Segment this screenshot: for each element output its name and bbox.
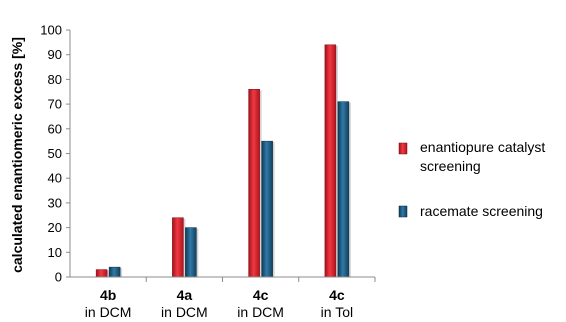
bar-series-1-cat-1: [95, 269, 108, 278]
bar-series-1-cat-2: [172, 217, 184, 278]
legend-label-series-2: racemate screening: [420, 203, 543, 219]
y-tick-label: 20: [48, 220, 62, 235]
bar-series-2-cat-3: [261, 140, 273, 278]
y-tick-label: 0: [55, 270, 62, 285]
y-tick-label: 40: [48, 171, 62, 186]
x-category-label: 4c: [253, 287, 269, 303]
y-tick-label: 10: [48, 245, 62, 260]
legend-swatch-series-1: [398, 142, 408, 155]
bar-series-2-cat-2: [185, 227, 197, 278]
x-category-sublabel: in Tol: [321, 304, 353, 320]
y-tick-label: 100: [40, 23, 62, 38]
y-tick-label: 70: [48, 97, 62, 112]
y-tick-label: 80: [48, 72, 62, 87]
legend: enantiopure catalyst screening racemate …: [398, 139, 545, 219]
y-tick-label: 60: [48, 121, 62, 136]
bar-series-1-cat-4: [324, 44, 337, 278]
x-category-sublabel: in DCM: [85, 304, 132, 320]
legend-label-series-1-cont: screening: [420, 158, 481, 174]
y-tick-label: 50: [48, 146, 62, 161]
bars-group: [95, 44, 351, 278]
x-category-label: 4c: [329, 287, 345, 303]
x-category-label: 4b: [100, 287, 116, 303]
legend-label-series-1: enantiopure catalyst: [420, 139, 545, 155]
x-category-sublabel: in DCM: [161, 304, 208, 320]
bar-series-2-cat-1: [108, 266, 121, 278]
x-category-label: 4a: [177, 287, 193, 303]
y-axis-label: calculated enantiomeric excess [%]: [9, 37, 25, 273]
x-category-sublabel: in DCM: [237, 304, 284, 320]
legend-swatch-series-2: [398, 205, 408, 218]
bar-series-1-cat-3: [248, 89, 260, 278]
y-tick-label: 90: [48, 47, 62, 62]
y-tick-label: 30: [48, 195, 62, 210]
bar-series-2-cat-4: [337, 101, 350, 278]
y-axis: 0 10 20 30 40 50 60 70 80 90 100: [40, 23, 70, 285]
